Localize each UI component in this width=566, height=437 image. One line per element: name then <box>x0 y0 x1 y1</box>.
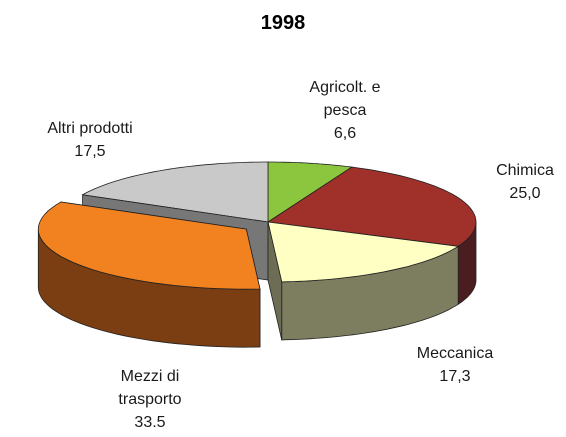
value-label: 17,5 <box>74 143 106 160</box>
value-label: 33.5 <box>134 414 166 431</box>
category-label: Altri prodotti <box>47 120 133 137</box>
slice <box>266 166 477 306</box>
slice-label: Agricolt. e pesca 6,6 <box>290 76 400 145</box>
category-label: Mezzi di trasporto <box>118 368 182 408</box>
chart-title: 1998 <box>260 12 306 34</box>
slice-top <box>267 161 353 223</box>
slice <box>267 221 460 341</box>
slice-label: Chimica 25,0 <box>480 159 566 205</box>
slice-top <box>37 201 261 290</box>
category-label: Chimica <box>496 162 554 179</box>
slice-top <box>81 161 269 223</box>
value-label: 6,6 <box>333 125 357 142</box>
value-label: 25,0 <box>509 185 541 202</box>
slice-top <box>266 166 477 247</box>
slice <box>37 201 261 348</box>
slice <box>81 161 269 223</box>
slice-top <box>267 221 460 283</box>
slice-label: Meccanica 17,3 <box>395 342 515 388</box>
slice-label: Mezzi di trasporto 33.5 <box>100 365 200 434</box>
slice <box>267 161 353 223</box>
slice-label: Altri prodotti 17,5 <box>20 117 160 163</box>
value-label: 17,3 <box>439 368 471 385</box>
category-label: Meccanica <box>416 345 494 362</box>
category-label: Agricolt. e pesca <box>309 79 381 119</box>
cut-face <box>267 221 283 340</box>
